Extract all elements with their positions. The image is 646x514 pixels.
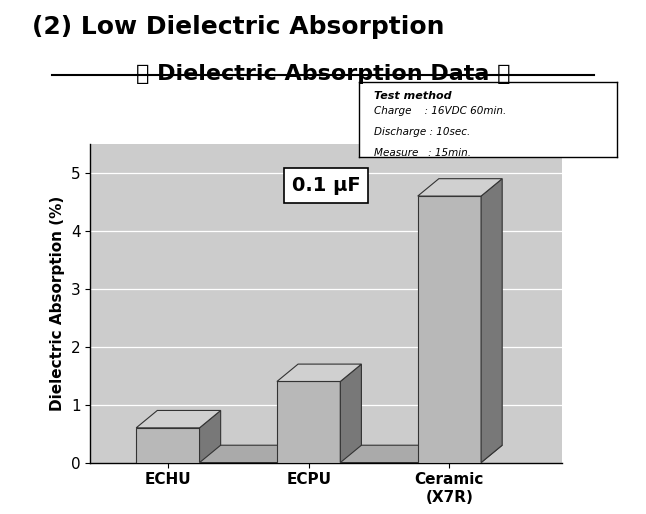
Text: Charge    : 16VDC 60min.: Charge : 16VDC 60min. xyxy=(374,106,506,116)
Polygon shape xyxy=(481,179,502,463)
Text: Measure   : 15min.: Measure : 15min. xyxy=(374,148,471,158)
Polygon shape xyxy=(418,179,502,196)
Polygon shape xyxy=(136,428,200,463)
Polygon shape xyxy=(340,364,361,463)
Text: Test method: Test method xyxy=(374,91,452,101)
Y-axis label: Dielectric Absorption (%): Dielectric Absorption (%) xyxy=(50,196,65,411)
Text: Discharge : 10sec.: Discharge : 10sec. xyxy=(374,127,470,137)
Polygon shape xyxy=(200,411,221,463)
Text: 【 Dielectric Absorption Data 】: 【 Dielectric Absorption Data 】 xyxy=(136,64,510,84)
Polygon shape xyxy=(136,411,221,428)
Polygon shape xyxy=(136,445,502,463)
Text: 0.1 μF: 0.1 μF xyxy=(292,176,360,195)
Polygon shape xyxy=(277,364,361,381)
Polygon shape xyxy=(277,381,340,463)
Polygon shape xyxy=(418,196,481,463)
Text: (2) Low Dielectric Absorption: (2) Low Dielectric Absorption xyxy=(32,15,445,40)
